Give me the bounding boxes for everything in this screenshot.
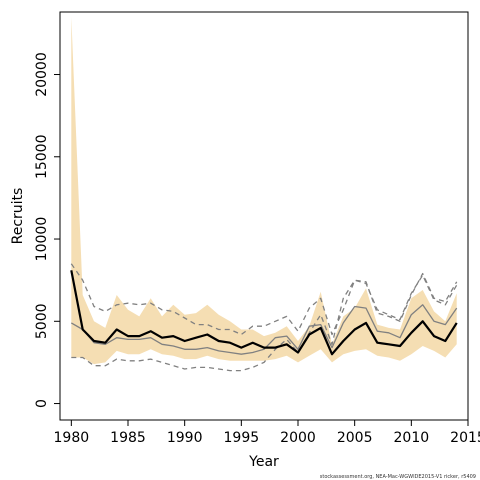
x-axis-label: Year	[248, 454, 279, 470]
x-tick-label: 2015	[450, 430, 480, 446]
estimate-line-0	[70, 270, 458, 356]
y-tick-label: 15000	[34, 135, 50, 180]
x-tick-label: 1980	[54, 430, 90, 446]
credit-text: stockassessment.org, NEA-Mac-WGWIDE2015-…	[320, 474, 476, 480]
x-tick-label: 1990	[167, 430, 203, 446]
confidence-band-layer	[71, 16, 457, 365]
y-axis-label: Recruits	[10, 188, 26, 245]
x-tick-label: 1985	[110, 430, 146, 446]
confidence-band	[71, 16, 457, 365]
y-tick-label: 10000	[34, 217, 50, 262]
y-tick-label: 20000	[34, 52, 50, 97]
y-axis: 0 5000 10000 15000 20000	[34, 52, 60, 408]
reference-line-1	[70, 304, 458, 355]
bound-line-3	[70, 263, 458, 336]
x-tick-label: 2005	[337, 430, 373, 446]
bound-line-2	[71, 274, 458, 372]
x-axis: 1980 1985 1990 1995 2000 2005 2010 2015	[54, 420, 480, 446]
plot-frame	[59, 11, 469, 421]
x-tick-label: 1995	[224, 430, 260, 446]
x-tick-label: 2010	[394, 430, 430, 446]
x-tick-label: 2000	[280, 430, 316, 446]
y-tick-label: 0	[34, 399, 50, 408]
y-tick-label: 5000	[34, 303, 50, 339]
series-layer	[70, 263, 458, 372]
